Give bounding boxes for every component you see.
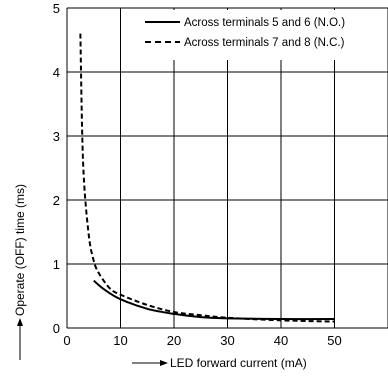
legend-background	[140, 10, 380, 60]
legend-label-nc: Across terminals 7 and 8 (N.C.)	[184, 37, 345, 49]
x-tick-label: 0	[63, 333, 70, 348]
x-tick-label: 30	[220, 333, 234, 348]
y-axis-label-group: Operate (OFF) time (ms)	[13, 184, 27, 360]
legend: Across terminals 5 and 6 (N.O.) Across t…	[140, 10, 380, 60]
tick-labels: 0 10 20 30 40 50 0 1 2 3 4 5	[53, 1, 342, 348]
x-axis-arrow-head	[160, 360, 168, 366]
series-line-nc	[79, 33, 335, 323]
series-line-no	[93, 279, 335, 321]
x-axis-label-group: LED forward current (mA)	[132, 356, 307, 370]
y-tick-label: 1	[53, 257, 60, 272]
x-tick-label: 50	[327, 333, 341, 348]
x-axis-label: LED forward current (mA)	[170, 356, 307, 370]
series	[79, 33, 335, 323]
x-tick-label: 10	[113, 333, 127, 348]
y-tick-label: 0	[53, 321, 60, 336]
y-axis-arrow-head	[17, 318, 23, 326]
grid	[66, 7, 388, 329]
x-tick-label: 40	[274, 333, 288, 348]
legend-label-no: Across terminals 5 and 6 (N.O.)	[184, 17, 345, 29]
y-tick-label: 3	[53, 129, 60, 144]
y-tick-label: 2	[53, 193, 60, 208]
y-tick-label: 5	[53, 1, 60, 16]
y-axis-label: Operate (OFF) time (ms)	[13, 184, 27, 316]
x-tick-label: 20	[167, 333, 181, 348]
y-tick-label: 4	[53, 65, 60, 80]
